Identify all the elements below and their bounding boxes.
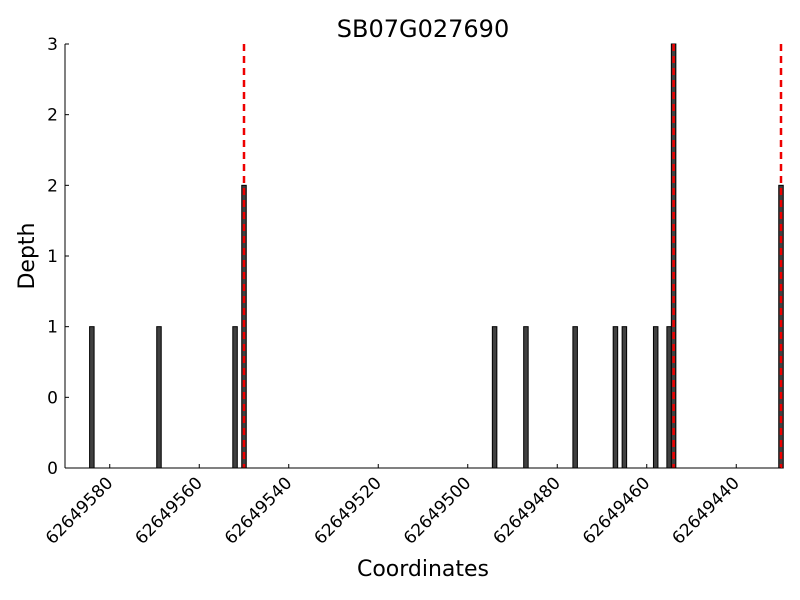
y-ticks-group: 0 0 1 1 2 2 3 <box>47 35 69 479</box>
x-tick-label-2: 62649540 <box>221 473 296 548</box>
depth-bar-9 <box>652 326 659 469</box>
y-tick-label-4: 2 <box>47 176 58 196</box>
bars-group <box>89 43 784 469</box>
chart-title: SB07G027690 <box>337 15 509 43</box>
depth-bar-8 <box>621 326 628 469</box>
y-tick-label-6: 3 <box>47 35 58 55</box>
depth-bar-7 <box>612 326 619 469</box>
x-tick-label-0: 62649580 <box>42 473 117 548</box>
reference-lines-group <box>242 44 783 468</box>
y-tick-label-2: 1 <box>47 318 58 338</box>
x-tick-label-7: 62649440 <box>668 473 743 548</box>
x-ticks-group: 62649580 62649560 62649540 62649520 62649500… <box>42 464 744 549</box>
y-axis-label: Depth <box>15 222 40 289</box>
depth-bar-6 <box>572 326 578 469</box>
depth-bar-1 <box>156 326 162 469</box>
depth-bar-10 <box>666 326 672 469</box>
y-tick-label-0: 0 <box>47 459 58 479</box>
x-tick-label-4: 62649500 <box>400 473 475 548</box>
depth-bar-5 <box>523 326 529 469</box>
x-tick-label-1: 62649560 <box>131 473 206 548</box>
x-tick-label-5: 62649480 <box>489 473 564 548</box>
y-tick-label-1: 0 <box>47 388 58 408</box>
x-axis-label: Coordinates <box>357 557 489 582</box>
depth-bar-4 <box>491 326 498 469</box>
y-tick-label-3: 1 <box>47 247 58 267</box>
y-tick-label-5: 2 <box>47 106 58 126</box>
depth-bar-2 <box>232 326 238 469</box>
depth-bar-0 <box>89 326 95 469</box>
x-tick-label-3: 62649520 <box>310 473 385 548</box>
x-tick-label-6: 62649460 <box>579 473 654 548</box>
